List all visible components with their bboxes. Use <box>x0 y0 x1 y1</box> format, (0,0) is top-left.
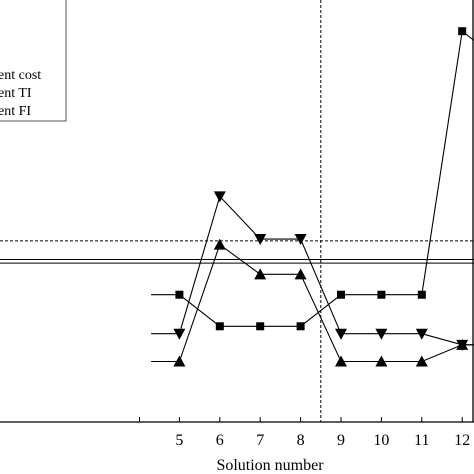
marker-series-3-x11 <box>415 355 428 367</box>
marker-series-1-x9 <box>337 290 345 299</box>
x-tick-label-11: 11 <box>414 432 429 449</box>
marker-series-1-x8 <box>296 322 305 331</box>
x-tick-label-9: 9 <box>337 432 345 449</box>
legend: ent cost ent TI ent FI <box>0 0 67 122</box>
x-tick-label-8: 8 <box>297 432 305 449</box>
marker-series-1-x5 <box>175 290 184 299</box>
marker-series-1-x7 <box>256 322 265 331</box>
marker-series-1-x10 <box>377 290 386 299</box>
marker-series-2-x10 <box>375 328 388 340</box>
x-axis-label: Solution number <box>216 457 324 474</box>
marker-series-3-x10 <box>375 355 388 367</box>
legend-label-ent-fi: ent FI <box>0 104 31 119</box>
marker-series-3-x9 <box>335 355 347 367</box>
marker-series-3-x6 <box>213 238 226 250</box>
marker-series-1-x12 <box>458 27 467 36</box>
marker-series-3-x7 <box>254 268 267 280</box>
marker-series-2-x7 <box>254 234 267 246</box>
marker-series-3-x12 <box>456 338 469 350</box>
marker-series-3-x5 <box>173 355 186 367</box>
marker-series-2-x5 <box>173 328 186 340</box>
legend-box <box>0 0 67 122</box>
marker-series-2-x11 <box>415 328 428 340</box>
legend-label-ent-cost: ent cost <box>0 68 41 83</box>
series-line-2 <box>151 195 474 346</box>
marker-series-2-x9 <box>335 328 347 340</box>
x-tick-label-10: 10 <box>373 432 389 449</box>
marker-series-1-x6 <box>215 322 224 331</box>
marker-series-2-x8 <box>294 234 307 246</box>
x-tick-label-5: 5 <box>175 432 183 449</box>
x-tick-label-12: 12 <box>454 432 470 449</box>
legend-label-ent-ti: ent TI <box>0 86 32 101</box>
x-tick-label-6: 6 <box>216 432 224 449</box>
series-line-1 <box>151 30 474 327</box>
x-tick-label-7: 7 <box>256 432 264 449</box>
marker-series-1-x11 <box>417 290 426 299</box>
series-line-3 <box>151 243 474 363</box>
marker-series-2-x6 <box>213 191 226 203</box>
marker-series-3-x8 <box>294 268 307 280</box>
